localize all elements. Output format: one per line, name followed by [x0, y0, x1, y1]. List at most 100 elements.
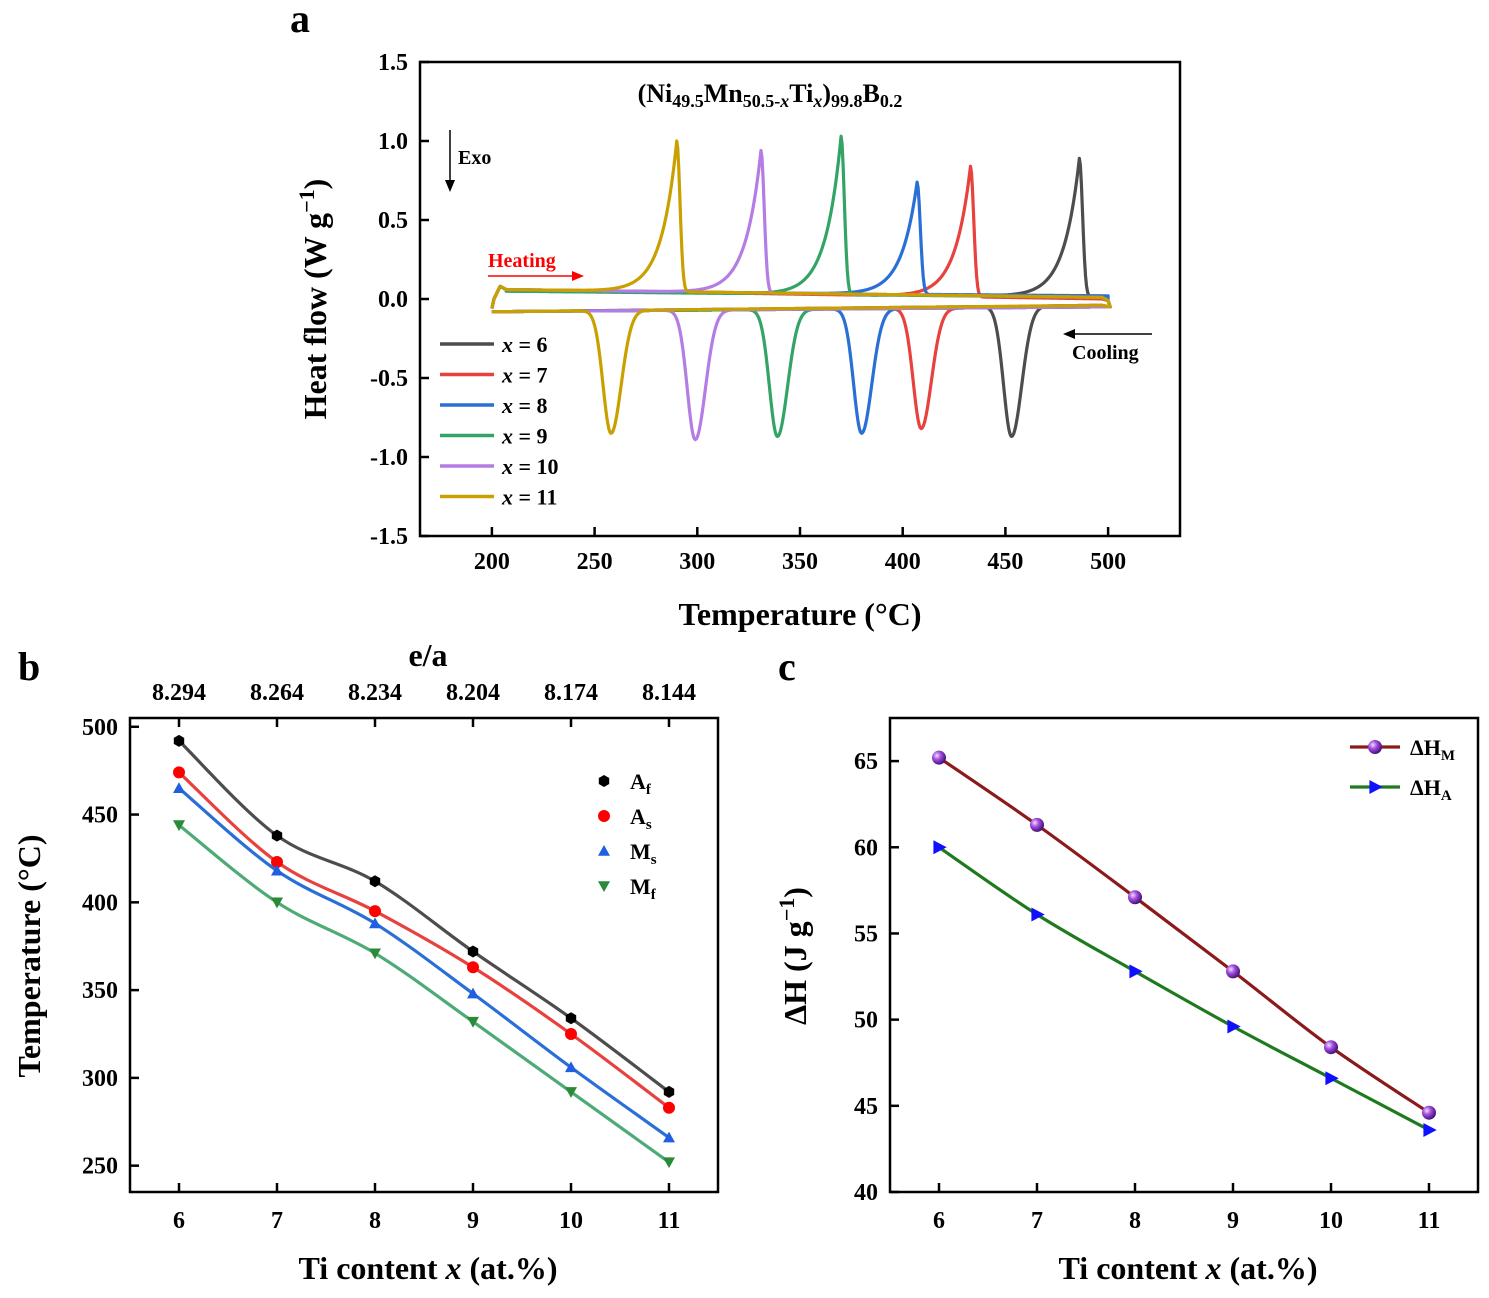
y-tick-label-a: 1.5: [378, 50, 408, 76]
data-point-dHA: [1423, 1122, 1437, 1137]
data-point-Ms: [271, 864, 283, 876]
top-tick-label-b: 8.234: [348, 680, 402, 706]
y-tick-label-c: 65: [854, 749, 878, 775]
top-tick-label-b: 8.144: [642, 680, 696, 706]
data-point-dHM: [1324, 1040, 1338, 1055]
y-axis-a: -1.5 -1.0 -0.5 0.0 0.5 1.0 1.5: [370, 50, 429, 550]
legend-entry-a: x = 11: [501, 485, 557, 510]
x-tick-label-a: 200: [474, 549, 510, 575]
y-tick-label-c: 40: [854, 1180, 878, 1206]
x-tick-label-b: 9: [467, 1208, 479, 1234]
dsc-curve-9: [490, 134, 1112, 439]
x-axis-label-c: Ti content x (at.%): [1059, 1250, 1318, 1286]
heating-arrow: [488, 271, 584, 281]
legend-marker-b: [598, 881, 610, 892]
legend-b: Af As Ms Mf: [598, 769, 657, 903]
data-point-dHM: [1030, 817, 1044, 832]
y-axis-label-a: Heat flow (W g−1): [294, 179, 334, 420]
legend-marker-b: [598, 775, 610, 787]
data-point-Af: [467, 945, 479, 958]
x-axis-a: 200 250 300 350 400 450 500: [474, 527, 1126, 575]
y-tick-label-a: -1.0: [370, 445, 408, 471]
data-point-Mf: [271, 897, 283, 909]
x-tick-label-a: 350: [782, 549, 818, 575]
y-tick-label-c: 45: [854, 1094, 878, 1120]
legend-marker-c: [1368, 740, 1382, 754]
x-tick-label-a: 300: [679, 549, 715, 575]
y-tick-label-b: 350: [82, 978, 118, 1004]
series-line-Mf: [178, 823, 670, 1164]
panel-label-a: a: [290, 0, 310, 41]
cooling-arrow: [1063, 329, 1152, 339]
x-tick-label-a: 450: [987, 549, 1023, 575]
exo-arrow: [445, 130, 455, 192]
y-tick-label-b: 400: [82, 890, 118, 916]
data-point-As: [663, 1101, 675, 1114]
legend-entry-b: Ms: [630, 839, 657, 868]
data-point-Ms: [467, 987, 479, 999]
plot-frame-b: [128, 716, 720, 1194]
data-point-dHM: [1422, 1105, 1436, 1120]
dsc-curves: [490, 134, 1112, 442]
x-tick-label-c: 6: [933, 1208, 945, 1234]
chart-b: 6 7 8 9 10 11 8.294 8.264 8.234 8.204 8.174 8.144 …: [11, 637, 720, 1286]
dsc-curve-11: [490, 139, 1112, 435]
data-point-dHA: [1325, 1071, 1339, 1086]
legend-entry-b: Mf: [630, 874, 657, 903]
legend-entry-a: x = 8: [501, 393, 548, 418]
data-point-Af: [271, 829, 283, 842]
legend-marker-b: [598, 810, 610, 822]
x-tick-label-c: 10: [1319, 1208, 1343, 1234]
series-line-dHA: [938, 845, 1430, 1132]
data-point-Mf: [467, 1016, 479, 1028]
data-point-dHA: [1031, 907, 1045, 922]
y-tick-label-a: 1.0: [378, 129, 408, 155]
y-axis-label-b: Temperature (°C): [11, 835, 47, 1078]
data-point-As: [369, 905, 381, 918]
x-tick-label-b: 8: [369, 1208, 381, 1234]
legend-entry-c: ΔHA: [1410, 775, 1452, 804]
top-tick-label-b: 8.264: [250, 680, 304, 706]
chart-c: 6 7 8 9 10 11 40 45 50 55 60 65 Ti content x (at.%…: [774, 716, 1480, 1286]
data-point-dHA: [1227, 1019, 1241, 1034]
y-tick-label-c: 60: [854, 835, 878, 861]
data-point-Mf: [565, 1087, 577, 1098]
legend-marker-b: [598, 845, 610, 856]
y-axis-c: 40 45 50 55 60 65: [854, 749, 899, 1206]
y-tick-label-b: 450: [82, 803, 118, 829]
y-tick-label-c: 55: [854, 921, 878, 947]
x-axis-b: 6 7 8 9 10 11: [173, 1183, 680, 1234]
y-tick-label-a: -0.5: [370, 366, 408, 392]
data-point-As: [271, 855, 283, 868]
legend-entry-b: As: [630, 804, 652, 833]
x-tick-label-a: 250: [577, 549, 613, 575]
y-tick-label-a: 0.5: [378, 208, 408, 234]
x-axis-label-b: Ti content x (at.%): [299, 1250, 558, 1286]
data-point-Mf: [369, 948, 381, 960]
x-axis-label-a: Temperature (°C): [679, 596, 922, 632]
legend-entry-a: x = 6: [501, 332, 548, 357]
enthalpy-series: [932, 750, 1437, 1137]
x-tick-label-b: 11: [658, 1208, 681, 1234]
legend-entry-b: Af: [630, 769, 652, 798]
transformation-temperature-series: [173, 734, 675, 1169]
top-axis-b: 8.294 8.264 8.234 8.204 8.174 8.144: [152, 680, 696, 727]
legend-a: x = 6 x = 7 x = 8 x = 9 x = 10 x = 11: [440, 332, 559, 510]
data-point-Af: [369, 875, 381, 888]
top-tick-label-b: 8.204: [446, 680, 500, 706]
top-tick-label-b: 8.294: [152, 680, 206, 706]
data-point-Ms: [565, 1061, 577, 1073]
legend-c: ΔHM ΔHA: [1350, 735, 1455, 804]
data-point-dHM: [932, 750, 946, 765]
series-line-As: [177, 771, 670, 1110]
data-point-dHA: [933, 840, 947, 855]
series-line-dHM: [938, 756, 1430, 1115]
data-point-Ms: [173, 782, 185, 794]
data-point-Af: [565, 1012, 577, 1025]
x-tick-label-c: 11: [1418, 1208, 1441, 1234]
top-axis-label-b: e/a: [408, 637, 447, 673]
panel-label-b: b: [18, 644, 40, 689]
x-tick-label-b: 10: [559, 1208, 583, 1234]
y-tick-label-b: 250: [82, 1154, 118, 1180]
